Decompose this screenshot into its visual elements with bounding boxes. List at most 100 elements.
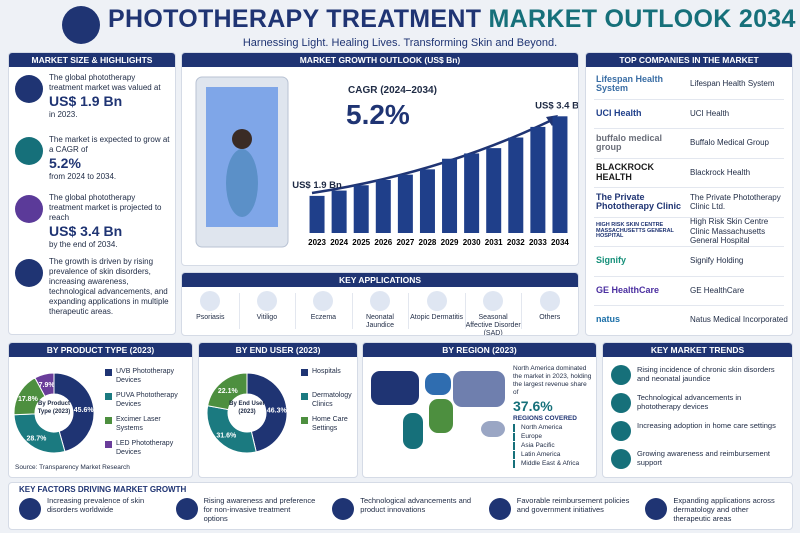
highlight-icon [15,195,43,223]
divider [594,305,784,306]
logo-icon [62,6,100,44]
highlight-value: US$ 3.4 Bn [49,223,123,239]
bar [397,174,413,233]
application-label: Psoriasis [196,314,225,321]
pie-slice [13,413,66,454]
legend-label: LED Phototherapy Devices [116,440,174,456]
legend-swatch [301,369,308,376]
center-label: By End User (2023) [229,401,265,415]
divider [594,275,784,277]
bar [442,158,458,233]
region-item: Middle East & Africa [513,460,593,468]
highlight-note: in 2023. [49,110,78,119]
highlight-item: The global phototherapy treatment market… [49,193,171,250]
bar [419,169,435,233]
title: PHOTOTHERAPY TREATMENT MARKET OUTLOOK 20… [108,5,796,34]
x-tick-label: 2028 [419,238,437,247]
highlight-item: The growth is driven by rising prevalenc… [49,257,171,317]
region-item: Asia Pacific [513,442,593,450]
application-icon [313,291,334,311]
x-tick-label: 2033 [529,238,547,247]
data-label: 46.3% [267,408,288,415]
application-label: Atopic Dermatitis [410,314,464,321]
highlight-icon [15,75,43,103]
trend-icon [611,421,631,441]
application-label: Eczema [310,314,337,321]
highlight-note: by the end of 2034. [49,240,118,249]
map-region [425,373,451,395]
application-icon [256,291,277,311]
divider [464,293,466,329]
chart-svg: 45.6% 28.7% 17.8%7.9% [13,372,95,454]
company-name: Natus Medical Incorporated [690,315,788,325]
company-name: Buffalo Medical Group [690,138,770,148]
panel-title: BY REGION (2023) [363,343,596,357]
x-tick-label: 2023 [308,238,326,247]
company-logo: UCI Health [596,107,642,118]
divider [594,216,784,218]
highlight-text: The global phototherapy treatment market… [49,193,162,222]
data-label: 31.6% [216,433,237,440]
divider [594,187,784,188]
company-name: Signify Holding [690,256,744,266]
highlight-text: The market is expected to grow at a CAGR… [49,135,170,154]
x-tick-label: 2032 [507,238,525,247]
panel-title: MARKET SIZE & HIGHLIGHTS [9,53,175,67]
application-icon [426,291,447,311]
legend-label: PUVA Phototherapy Devices [116,392,178,408]
source: Source: Transparency Market Research [15,464,130,471]
application-label: Seasonal Affective Disorder (SAD) [465,314,521,336]
highlights-panel: MARKET SIZE & HIGHLIGHTS The global photo… [8,52,176,335]
chart-svg: 2023 US$ 1.9 Bn 2024 2025 2026 2027 2028 2029 20… [195,76,578,248]
region-panel: BY REGION (2023) North America dominated … [362,342,597,478]
legend-label: Dermatology Clinics [312,392,352,408]
highlight-text: The global phototherapy treatment market… [49,73,161,92]
factor-text: Technological advancements and product i… [360,496,472,514]
chart-panel: BY PRODUCT TYPE (2023) 45.6% 28.7% 17.8% 7.9… [8,342,193,478]
highlight-text: The growth is driven by rising prevalenc… [49,257,169,316]
legend-swatch [301,417,308,424]
annotation-value: 5.2% [346,99,410,130]
company-name: GE HealthCare [690,285,745,295]
panel-title: TOP COMPANIES IN THE MARKET [586,53,792,67]
bar [309,195,325,233]
company-name: Blackrock Health [690,167,751,177]
pie-slice [246,372,288,453]
factor-text: Expanding applications across dermatolog… [673,496,775,523]
pie-slice [207,372,248,411]
panel-title: KEY MARKET TRENDS [603,343,792,357]
highlight-item: The market is expected to grow at a CAGR… [49,135,171,182]
divider [594,98,784,100]
x-tick-label: 2029 [441,238,459,247]
highlight-value: US$ 1.9 Bn [49,93,123,109]
map-region [453,371,505,407]
factors-title: KEY FACTORS DRIVING MARKET GROWTH [19,485,187,494]
company-logo: natus [596,314,621,325]
region-text: North America dominated the market in 20… [513,365,593,468]
chart-panel: MARKET GROWTH OUTLOOK (US$ Bn) 2023 US$ 1.… [181,52,579,266]
companies-panel: TOP COMPANIES IN THE MARKET Lifespan Heal… [585,52,793,336]
title-part: MARKET OUTLOOK 2034 [488,5,796,33]
company-logo: Signify [596,255,627,266]
trend-text: Rising incidence of chronic skin disorde… [637,365,775,383]
factor-text: Favorable reimbursement policies and gov… [516,496,630,514]
factor-icon [175,498,198,520]
trend-icon [611,393,631,413]
factor-icon [19,498,41,520]
divider [521,293,523,329]
data-label: US$ 1.9 Bn [292,180,342,191]
divider [408,293,410,329]
trend-arrow [311,117,555,195]
x-tick-label: 2027 [396,238,414,247]
map-region [371,371,419,405]
pie-slice [206,405,257,454]
highlight-icon [15,137,43,165]
divider [238,293,240,329]
map-region [429,399,453,433]
device-patient [226,149,258,217]
divider [351,293,353,329]
legend-label: Home Care Settings [312,416,348,432]
